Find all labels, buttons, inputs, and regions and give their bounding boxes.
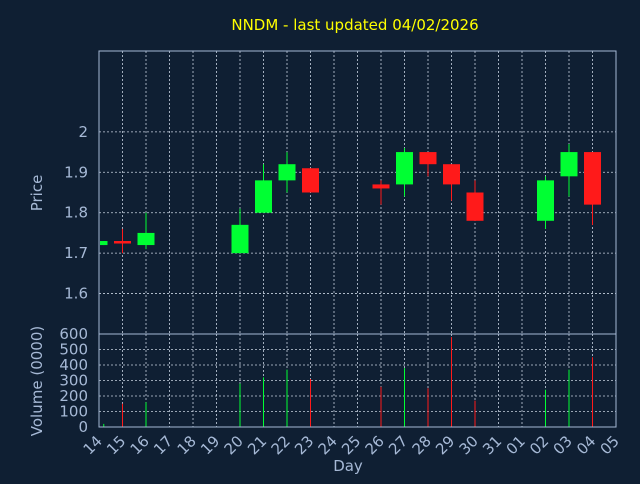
candle-body	[537, 180, 554, 221]
price-tick-labels: 1.6 1.7 1.8 1.9 2	[64, 123, 88, 303]
chart-title: NNDM - last updated 04/02/2026	[231, 16, 478, 34]
candle-body	[255, 180, 272, 213]
volume-tick-label: 300	[59, 372, 88, 390]
volume-plot-frame	[98, 333, 617, 428]
candle-body	[372, 184, 390, 189]
volume-tick-label: 400	[59, 356, 88, 374]
candle-body	[137, 232, 155, 246]
candle-body	[100, 241, 108, 246]
candles	[100, 143, 601, 254]
x-tick-labels: 1415161718192021222324252627282930310102…	[80, 432, 623, 458]
volume-tick-label: 0	[78, 418, 88, 436]
candle-body	[114, 241, 131, 244]
candle-body	[584, 152, 601, 205]
candle-body	[396, 152, 413, 185]
candle-body	[419, 152, 437, 165]
price-tick-label: 1.8	[64, 204, 88, 222]
candle-body	[278, 164, 296, 181]
volume-tick-label: 600	[59, 325, 88, 343]
volume-tick-label: 100	[59, 403, 88, 421]
x-axis-label: Day	[333, 457, 363, 475]
volume-bars	[103, 337, 593, 427]
candle-body	[443, 164, 460, 185]
price-tick-label: 2	[78, 123, 88, 141]
volume-axis-label: Volume (0000)	[28, 326, 46, 436]
candle-body	[302, 168, 319, 193]
price-tick-label: 1.9	[64, 163, 88, 181]
volume-tick-label: 200	[59, 387, 88, 405]
candle-body	[231, 224, 249, 254]
candle-body	[560, 152, 578, 177]
price-tick-label: 1.6	[64, 285, 88, 303]
price-axis-label: Price	[28, 175, 46, 212]
candle-body	[466, 192, 484, 221]
price-tick-label: 1.7	[64, 244, 88, 262]
volume-tick-label: 500	[59, 341, 88, 359]
